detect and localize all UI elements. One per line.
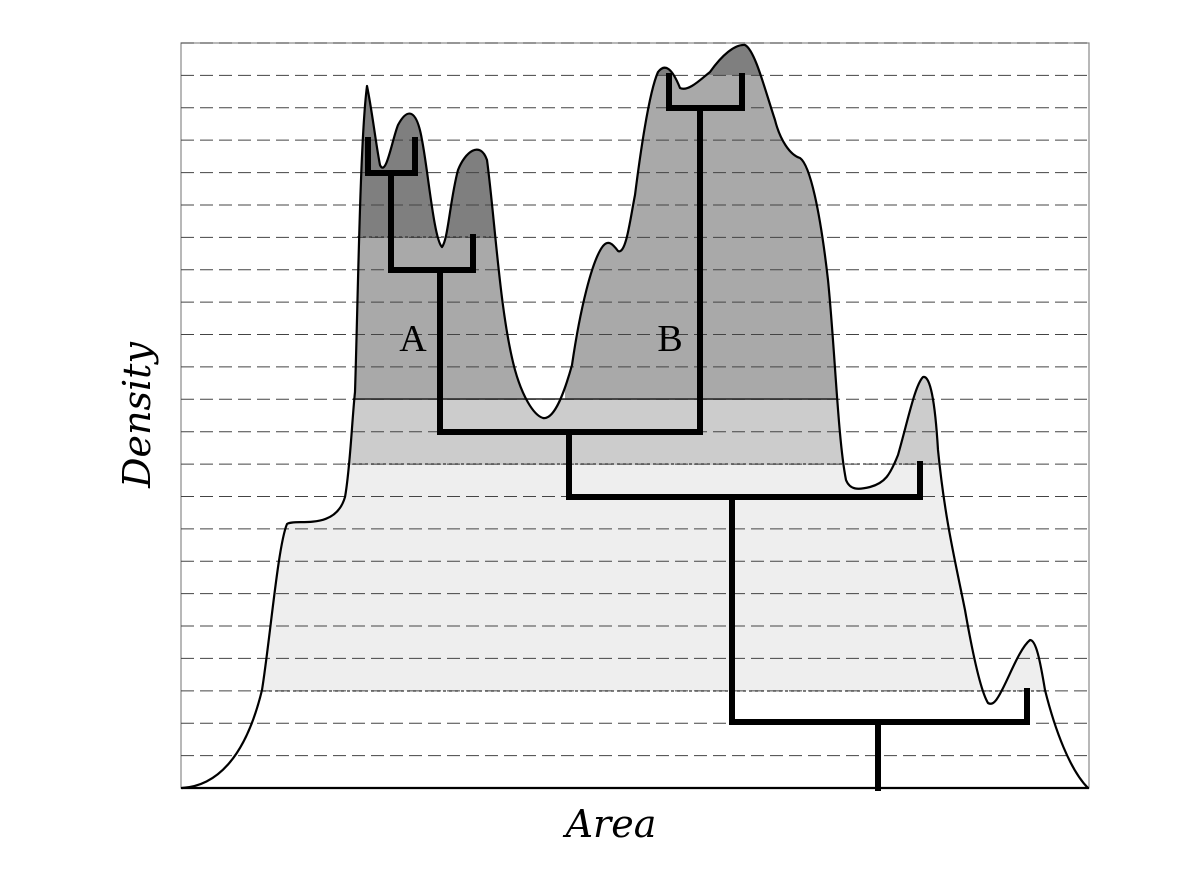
tree-branch-b: [666, 73, 745, 435]
tree-level-2-branch: [566, 461, 923, 500]
x-axis-title: Area: [563, 802, 657, 846]
level-1-fill: [263, 464, 1048, 691]
y-axis-title: Density: [115, 342, 159, 489]
region-label-b: B: [657, 318, 682, 360]
tree-level-1-branch: [729, 688, 1030, 725]
region-label-a: A: [399, 318, 427, 360]
tree-branch-a: [388, 170, 476, 435]
tree-branch-a-leaves: [365, 137, 418, 176]
level-3-fill-region-a: [352, 237, 562, 400]
cluster-tree: [365, 73, 1030, 791]
density-curve: [181, 43, 1089, 790]
